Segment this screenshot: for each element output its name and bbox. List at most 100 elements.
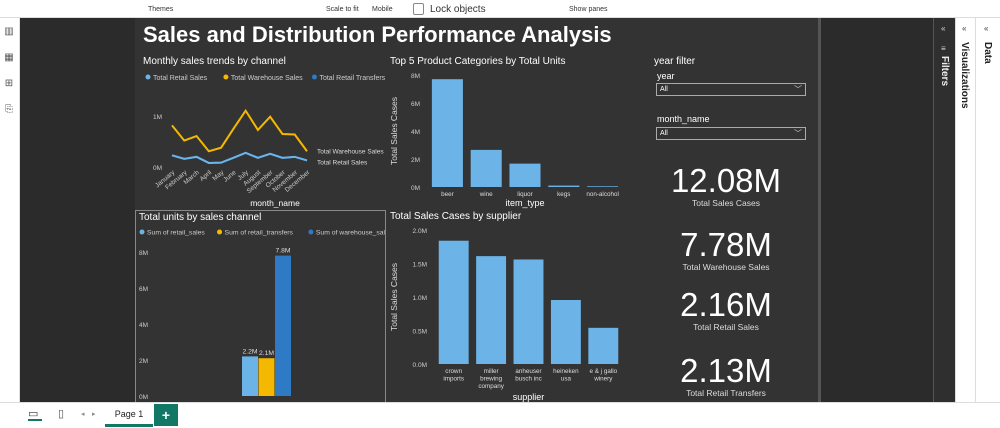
y-axis-title: Total Sales Cases xyxy=(389,263,399,331)
year-dropdown[interactable]: All ﹀ xyxy=(656,83,806,96)
report-title: Sales and Distribution Performance Analy… xyxy=(143,22,612,47)
scale-to-fit-button[interactable]: Scale to fit xyxy=(326,6,359,13)
bar xyxy=(513,259,544,364)
x-tick-label: liquor xyxy=(517,191,532,198)
month-dropdown[interactable]: All ﹀ xyxy=(656,127,806,140)
show-panes-label: Show panes xyxy=(569,6,608,13)
x-tick-label: anheuser xyxy=(515,368,541,375)
slicer-title: year filter xyxy=(654,56,696,67)
data-label: 7.8M xyxy=(275,248,290,255)
x-tick-label: company xyxy=(478,383,504,390)
x-tick-label: wine xyxy=(479,191,493,198)
x-axis-title: month_name xyxy=(250,198,300,208)
bar xyxy=(438,240,469,364)
legend-marker xyxy=(217,229,223,235)
line-chart-title: Monthly sales trends by channel xyxy=(143,56,286,67)
card-value: 2.16M xyxy=(680,286,772,323)
collapse-icon[interactable]: « xyxy=(984,24,989,33)
series-end-label: Total Retail Sales xyxy=(317,159,368,166)
page-tabs-bar: ▭ ▯ ◂ ▸ Page 1 + xyxy=(0,402,1000,428)
bar xyxy=(476,256,507,364)
mobile-view-icon[interactable]: ▯ xyxy=(58,408,65,420)
mobile-button[interactable]: Mobile xyxy=(372,6,393,13)
monthly-sales-line-chart[interactable]: Total Retail Sales Total Warehouse Sales T… xyxy=(135,68,385,210)
x-tick-label: beer xyxy=(441,191,454,198)
y-tick-label: 8M xyxy=(139,250,148,257)
y-tick-label: 0M xyxy=(411,185,420,192)
x-tick-label: busch inc xyxy=(515,376,542,383)
y-tick-label: 2M xyxy=(411,157,420,164)
x-tick-label: heineken xyxy=(553,368,579,375)
card-value: 2.13M xyxy=(680,352,772,389)
legend-label: Sum of retail_transfers xyxy=(225,230,294,237)
chevron-down-icon: ﹀ xyxy=(794,129,802,138)
supplier-chart-title: Total Sales Cases by supplier xyxy=(390,211,522,222)
card-label: Total Warehouse Sales xyxy=(682,262,770,272)
x-tick-label: miller xyxy=(484,368,499,375)
y-tick-label: 4M xyxy=(411,129,420,136)
bar xyxy=(548,185,580,187)
chevron-down-icon: ﹀ xyxy=(794,85,802,94)
bar xyxy=(275,255,291,396)
x-tick-label: crown xyxy=(445,368,462,375)
y-tick-label: 6M xyxy=(411,101,420,108)
x-axis-title: supplier xyxy=(513,392,545,402)
bar xyxy=(509,163,541,187)
bar xyxy=(587,186,619,187)
series-line xyxy=(171,108,308,153)
add-page-button[interactable]: + xyxy=(154,404,178,426)
data-pane[interactable]: « Data xyxy=(975,18,1000,402)
card-label: Total Retail Transfers xyxy=(686,388,766,398)
model-view-icon[interactable]: ⊞ xyxy=(4,78,14,89)
y-tick-label: 1.5M xyxy=(413,262,427,269)
prev-page-icon[interactable]: ◂ xyxy=(81,411,85,418)
bar xyxy=(470,149,502,187)
visualizations-label[interactable]: Visualizations xyxy=(959,42,970,109)
filters-pane[interactable]: « ≡ Filters xyxy=(933,18,955,402)
desktop-view-icon[interactable]: ▭ xyxy=(28,407,42,421)
y-tick-label: 8M xyxy=(411,73,420,80)
y-tick-label: 1M xyxy=(153,114,162,121)
collapse-icon[interactable]: « xyxy=(962,24,967,33)
x-tick-label: kegs xyxy=(557,191,570,198)
card-value: 12.08M xyxy=(670,162,782,199)
x-tick-label: non-alcohol xyxy=(586,191,619,198)
bar xyxy=(431,79,463,187)
x-tick-label: brewing xyxy=(480,376,503,383)
x-axis-title: item_type xyxy=(505,198,544,208)
card-value: 7.78M xyxy=(680,226,772,263)
legend-marker xyxy=(308,229,314,235)
bar xyxy=(588,327,619,364)
card-label: Total Retail Sales xyxy=(693,322,759,332)
filters-label[interactable]: Filters xyxy=(939,56,950,87)
report-view-icon[interactable]: ▥ xyxy=(4,26,14,37)
legend-label: Sum of retail_sales xyxy=(147,230,205,237)
channel-bar-chart[interactable]: Sum of retail_sales Sum of retail_transfe… xyxy=(135,224,385,404)
y-tick-label: 1.0M xyxy=(413,295,427,302)
lock-objects-checkbox[interactable] xyxy=(413,3,424,15)
data-label[interactable]: Data xyxy=(982,42,993,64)
y-tick-label: 2M xyxy=(139,358,148,365)
legend-label: Total Retail Transfers xyxy=(319,75,385,82)
table-view-icon[interactable]: ▦ xyxy=(4,52,14,63)
dax-query-icon[interactable]: ⎘ xyxy=(5,104,13,115)
y-tick-label: 0M xyxy=(139,394,148,401)
legend-marker xyxy=(223,74,229,80)
next-page-icon[interactable]: ▸ xyxy=(92,411,96,418)
legend-marker xyxy=(145,74,151,80)
collapse-icon[interactable]: « xyxy=(941,24,946,33)
y-tick-label: 0.5M xyxy=(413,329,427,336)
top5-bar-chart[interactable]: 0M 2M 4M 6M 8M beer wine liquor kegs non-alcohol i… xyxy=(385,68,635,210)
legend-label: Sum of warehouse_sales xyxy=(316,230,385,237)
tab-page-1[interactable]: Page 1 xyxy=(105,403,153,427)
card-label: Total Sales Cases xyxy=(691,198,761,208)
visualizations-pane[interactable]: « Visualizations xyxy=(955,18,975,402)
year-value: All xyxy=(660,86,668,93)
bar xyxy=(550,300,581,364)
x-tick-label: imports xyxy=(443,376,464,383)
legend-label: Total Warehouse Sales xyxy=(231,75,303,82)
bar xyxy=(258,358,275,396)
month-value: All xyxy=(660,130,668,137)
x-tick-label: winery xyxy=(593,376,613,383)
